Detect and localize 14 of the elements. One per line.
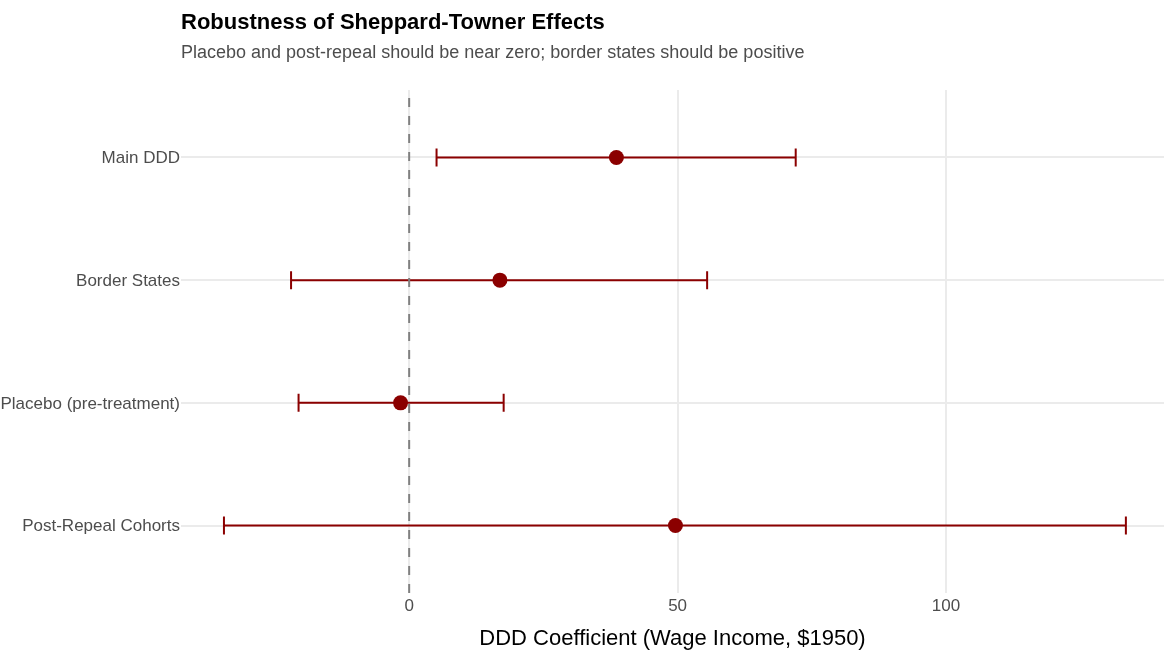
y-tick-label: Main DDD xyxy=(101,148,180,168)
chart-title: Robustness of Sheppard-Towner Effects xyxy=(181,9,605,35)
x-tick-label: 100 xyxy=(931,596,961,615)
point xyxy=(492,272,508,288)
y-tick-label: Border States xyxy=(76,271,180,291)
point xyxy=(608,149,624,165)
y-tick-label: Post-Repeal Cohorts xyxy=(22,516,180,536)
chart-subtitle: Placebo and post-repeal should be near zero; border states should be positive xyxy=(181,41,805,62)
x-tick-label: 0 xyxy=(404,596,414,615)
x-tick-label: 50 xyxy=(668,596,688,615)
point xyxy=(393,395,409,411)
x-axis-title: DDD Coefficient (Wage Income, $1950) xyxy=(479,624,866,650)
point xyxy=(667,518,683,534)
y-tick-label: Placebo (pre-treatment) xyxy=(0,393,180,413)
